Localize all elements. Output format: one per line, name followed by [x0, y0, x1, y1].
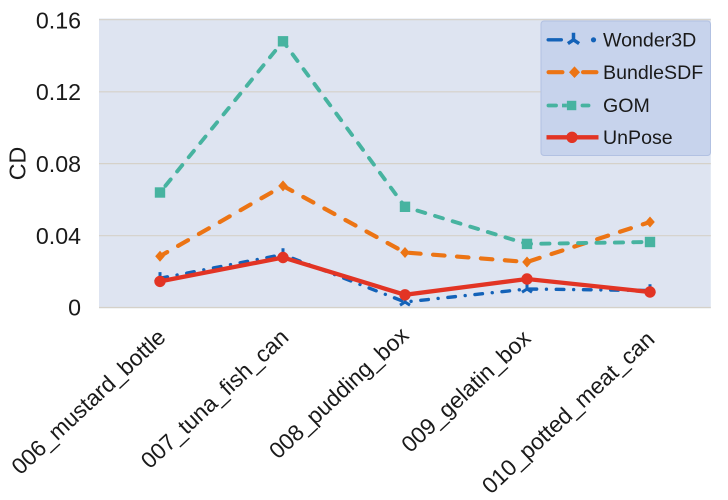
svg-text:0.12: 0.12: [36, 79, 81, 105]
svg-text:0: 0: [68, 295, 81, 321]
svg-text:CD: CD: [5, 147, 31, 181]
svg-text:0.04: 0.04: [36, 223, 81, 249]
svg-text:BundleSDF: BundleSDF: [603, 62, 703, 84]
svg-text:0.16: 0.16: [36, 7, 81, 33]
svg-text:Wonder3D: Wonder3D: [603, 29, 696, 51]
svg-text:0.08: 0.08: [36, 151, 81, 177]
svg-text:UnPose: UnPose: [603, 127, 673, 149]
svg-text:GOM: GOM: [603, 95, 650, 117]
